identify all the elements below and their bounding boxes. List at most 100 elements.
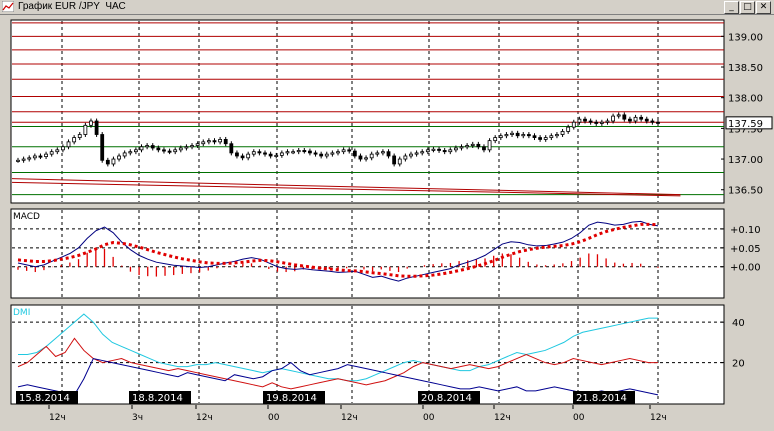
date-label-bg [573, 391, 635, 404]
maximize-button[interactable]: □ [740, 1, 755, 14]
chart-canvas: 137.00 137.50 138.00 138.50 139.00 136.50 137… [0, 15, 774, 427]
price-tick-label: 138.50 [728, 63, 763, 74]
macd-axis: +0.10 +0.05 +0.00 [721, 225, 761, 274]
date-label: 19.8.2014 [266, 393, 317, 404]
candle-body [206, 140, 211, 143]
macd-tick-label: +0.05 [730, 244, 761, 255]
candle-body [453, 147, 458, 151]
dmi-tick-label: 40 [732, 318, 745, 329]
price-tick-label: 136.50 [728, 186, 763, 197]
candle-body [16, 159, 20, 162]
minimize-button[interactable]: _ [724, 1, 739, 14]
candle-body [588, 120, 593, 123]
candle-body [622, 114, 627, 120]
candle-body [291, 151, 295, 154]
dmi-plus-di-line [17, 337, 658, 390]
candle-body [89, 120, 93, 126]
price-tick-label: 138.00 [728, 94, 763, 105]
candle-body [594, 121, 599, 124]
candle-body [38, 155, 43, 158]
candle-body [308, 150, 312, 154]
candle-body [605, 120, 610, 123]
macd-tick-label: +0.10 [730, 225, 761, 236]
price-tick-label: 137.00 [728, 155, 763, 166]
candle-body [105, 159, 110, 165]
trend-line [11, 181, 681, 197]
candle-body [599, 121, 604, 124]
date-label-bg [263, 391, 325, 404]
candle-body [656, 121, 660, 124]
candle-body [218, 139, 223, 143]
candle-body [94, 120, 99, 135]
candle-body [493, 137, 498, 142]
candle-body [358, 155, 363, 160]
candle-body [162, 149, 166, 152]
candle-body [571, 121, 576, 128]
candle-body [296, 150, 301, 153]
candle-body [549, 135, 554, 138]
candle-body [21, 158, 26, 161]
candle-body [347, 149, 352, 152]
candle-body [532, 135, 537, 138]
candle-body [319, 153, 324, 157]
candle-body [72, 137, 77, 143]
dmi-panel: 40 20 DMI [10, 304, 745, 405]
candle-body [633, 116, 638, 122]
dmi-title: DMI [13, 308, 30, 318]
candle-body [139, 146, 144, 151]
candle-body [515, 132, 520, 137]
candle-body [184, 146, 189, 149]
candle-body [61, 146, 65, 151]
trend-line [11, 178, 681, 196]
candle-body [611, 115, 615, 122]
price-axis: 137.00 137.50 138.00 138.50 139.00 136.50 [721, 32, 763, 197]
hour-label: 12ч [196, 413, 213, 423]
candle-body [195, 143, 200, 146]
close-button[interactable]: ✕ [756, 1, 771, 14]
candle-body [336, 151, 340, 154]
date-label: 20.8.2014 [421, 393, 472, 404]
candle-body [117, 155, 121, 160]
candle-body [324, 153, 329, 157]
candle-body [476, 143, 481, 148]
hour-label: 12ч [494, 413, 511, 423]
hour-label: 3ч [132, 413, 143, 423]
candle-body [201, 141, 206, 145]
candle-body [167, 150, 172, 153]
price-tick-label: 139.00 [728, 32, 763, 43]
dmi-lines [17, 313, 659, 396]
macd-lines [17, 220, 659, 282]
macd-grid [12, 210, 724, 297]
candle-body [173, 149, 178, 153]
date-label-bg [16, 391, 78, 404]
candle-body [251, 151, 256, 155]
hour-label: 00 [423, 413, 435, 423]
candle-body [628, 118, 632, 122]
candle-body [409, 153, 413, 157]
date-label-bg [129, 391, 191, 404]
candle-body [257, 151, 262, 154]
candle-body [425, 149, 430, 153]
candle-body [459, 146, 464, 149]
hour-label: 00 [268, 413, 280, 423]
chart-icon [2, 1, 14, 12]
dmi-minus-di-line [17, 357, 659, 396]
candle-body [83, 124, 88, 135]
candle-body [263, 152, 267, 155]
dmi-axis: 40 20 [721, 318, 745, 370]
candle-body [431, 148, 436, 151]
hour-label: 12ч [341, 413, 358, 423]
candle-body [150, 145, 155, 149]
candle-body [482, 146, 486, 151]
candle-body [403, 155, 408, 160]
candle-body [122, 152, 127, 157]
candle-body [240, 155, 245, 159]
candle-body [246, 153, 251, 159]
candle-body [66, 141, 71, 148]
candle-body [504, 134, 509, 137]
hour-label: 12ч [650, 413, 667, 423]
window-titlebar: График EUR /JPY ЧАС _ □ ✕ [0, 0, 774, 15]
candle-body [498, 135, 503, 138]
price-candles [16, 112, 660, 167]
candle-body [470, 143, 475, 146]
